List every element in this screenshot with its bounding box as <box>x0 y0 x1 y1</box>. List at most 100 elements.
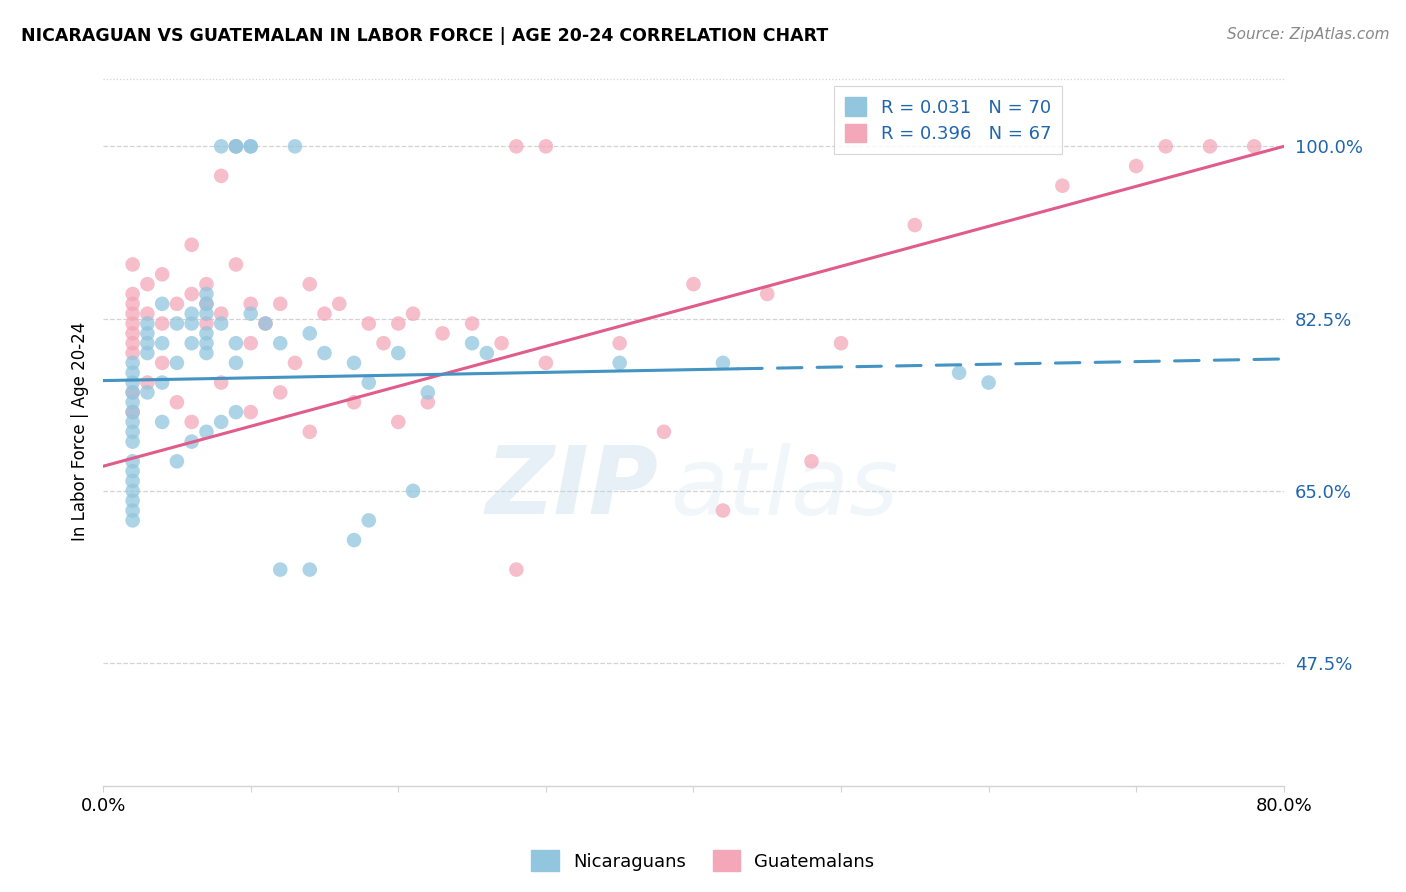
Point <box>1052 178 1074 193</box>
Point <box>121 434 143 449</box>
Point <box>121 287 143 301</box>
Point <box>800 454 823 468</box>
Point <box>136 307 159 321</box>
Point <box>402 307 425 321</box>
Point <box>166 356 188 370</box>
Point <box>150 297 173 311</box>
Point <box>830 336 852 351</box>
Point <box>461 317 484 331</box>
Point <box>195 326 218 341</box>
Point <box>180 307 202 321</box>
Point <box>225 405 247 419</box>
Point <box>756 287 779 301</box>
Point <box>150 336 173 351</box>
Point <box>150 376 173 390</box>
Point <box>166 454 188 468</box>
Point <box>298 326 321 341</box>
Point <box>711 503 734 517</box>
Point <box>195 297 218 311</box>
Point <box>121 503 143 517</box>
Point <box>150 415 173 429</box>
Point <box>239 307 262 321</box>
Point <box>180 287 202 301</box>
Point <box>534 356 557 370</box>
Point <box>387 317 409 331</box>
Point <box>284 139 307 153</box>
Point <box>121 474 143 488</box>
Point <box>121 385 143 400</box>
Point <box>150 268 173 282</box>
Point <box>121 317 143 331</box>
Point <box>136 385 159 400</box>
Point <box>977 376 1000 390</box>
Point <box>239 139 262 153</box>
Point <box>225 139 247 153</box>
Point <box>121 464 143 478</box>
Point <box>195 277 218 292</box>
Point <box>402 483 425 498</box>
Point <box>432 326 454 341</box>
Point <box>461 336 484 351</box>
Point <box>416 395 439 409</box>
Point <box>136 317 159 331</box>
Point <box>136 376 159 390</box>
Point <box>505 563 527 577</box>
Point <box>195 297 218 311</box>
Text: NICARAGUAN VS GUATEMALAN IN LABOR FORCE | AGE 20-24 CORRELATION CHART: NICARAGUAN VS GUATEMALAN IN LABOR FORCE … <box>21 27 828 45</box>
Point <box>180 336 202 351</box>
Point <box>682 277 704 292</box>
Point <box>121 326 143 341</box>
Point <box>609 356 631 370</box>
Point <box>225 356 247 370</box>
Point <box>121 297 143 311</box>
Point <box>180 415 202 429</box>
Point <box>166 317 188 331</box>
Point <box>225 336 247 351</box>
Point <box>180 434 202 449</box>
Point <box>150 317 173 331</box>
Point <box>136 346 159 360</box>
Point <box>269 563 291 577</box>
Point <box>150 356 173 370</box>
Legend: Nicaraguans, Guatemalans: Nicaraguans, Guatemalans <box>524 843 882 879</box>
Point <box>121 405 143 419</box>
Point <box>225 139 247 153</box>
Point <box>136 336 159 351</box>
Point <box>269 336 291 351</box>
Point <box>180 237 202 252</box>
Point <box>314 346 336 360</box>
Point <box>121 346 143 360</box>
Point <box>239 336 262 351</box>
Point <box>180 317 202 331</box>
Point <box>136 277 159 292</box>
Point <box>121 366 143 380</box>
Point <box>1243 139 1265 153</box>
Point <box>121 385 143 400</box>
Point <box>121 425 143 439</box>
Point <box>121 405 143 419</box>
Point <box>166 395 188 409</box>
Point <box>121 376 143 390</box>
Point <box>225 139 247 153</box>
Point <box>254 317 277 331</box>
Point <box>357 513 380 527</box>
Point <box>209 139 232 153</box>
Point <box>209 376 232 390</box>
Point <box>195 317 218 331</box>
Point <box>298 277 321 292</box>
Point <box>387 415 409 429</box>
Point <box>475 346 498 360</box>
Point <box>314 307 336 321</box>
Point <box>209 415 232 429</box>
Point <box>534 139 557 153</box>
Point <box>298 563 321 577</box>
Point <box>357 317 380 331</box>
Point <box>254 317 277 331</box>
Point <box>209 317 232 331</box>
Point <box>298 425 321 439</box>
Point <box>343 356 366 370</box>
Point <box>416 385 439 400</box>
Point <box>195 336 218 351</box>
Point <box>904 218 927 232</box>
Point <box>121 257 143 271</box>
